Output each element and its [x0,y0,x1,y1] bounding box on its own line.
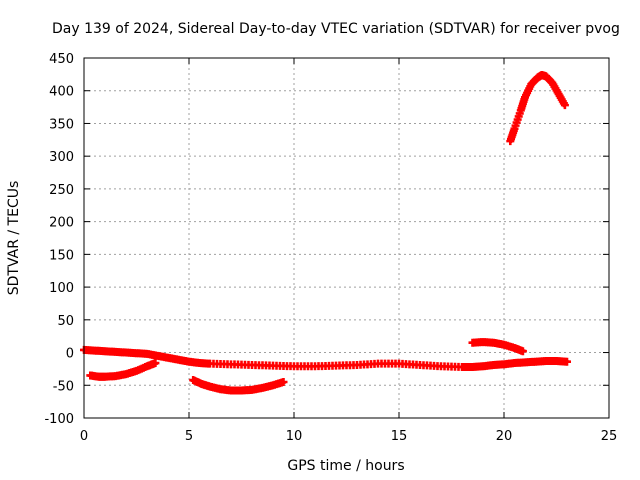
chart-title: Day 139 of 2024, Sidereal Day-to-day VTE… [52,21,620,37]
series-arc-1 [80,345,571,371]
y-tick-label: 200 [49,216,74,231]
y-tick-label: 50 [57,314,74,329]
x-tick-label: 15 [391,429,408,444]
series-arc-4 [468,338,527,356]
plot-frame [83,57,610,419]
data-point [279,378,288,386]
y-tick-label: -100 [44,412,74,427]
series-arc-2 [86,359,160,381]
y-tick-label: 100 [49,281,74,296]
y-tick-label: 300 [49,150,74,165]
y-axis-ticks: -100 -50 0 50 100 150 200 250 300 350 400 450 [44,52,609,427]
x-axis-ticks: 0 5 10 15 20 25 [80,58,617,444]
x-tick-label: 5 [185,429,193,444]
x-tick-label: 10 [286,429,303,444]
x-tick-label: 0 [80,429,88,444]
y-tick-label: 0 [66,347,74,362]
y-tick-label: 350 [49,117,74,132]
data-point [560,101,569,110]
y-tick-label: 150 [49,248,74,263]
y-tick-label: 250 [49,183,74,198]
data-points [80,71,571,395]
series-arc-3 [189,376,288,395]
data-point [563,357,571,366]
y-tick-label: -50 [53,379,74,394]
x-tick-label: 25 [601,429,618,444]
x-tick-label: 20 [496,429,513,444]
y-axis-label: SDTVAR / TECUs [6,181,22,296]
data-point [151,359,160,368]
y-tick-label: 450 [49,52,74,67]
series-arc-5 [506,71,569,146]
y-tick-label: 400 [49,85,74,100]
data-point [518,347,527,356]
x-axis-label: GPS time / hours [287,458,404,474]
